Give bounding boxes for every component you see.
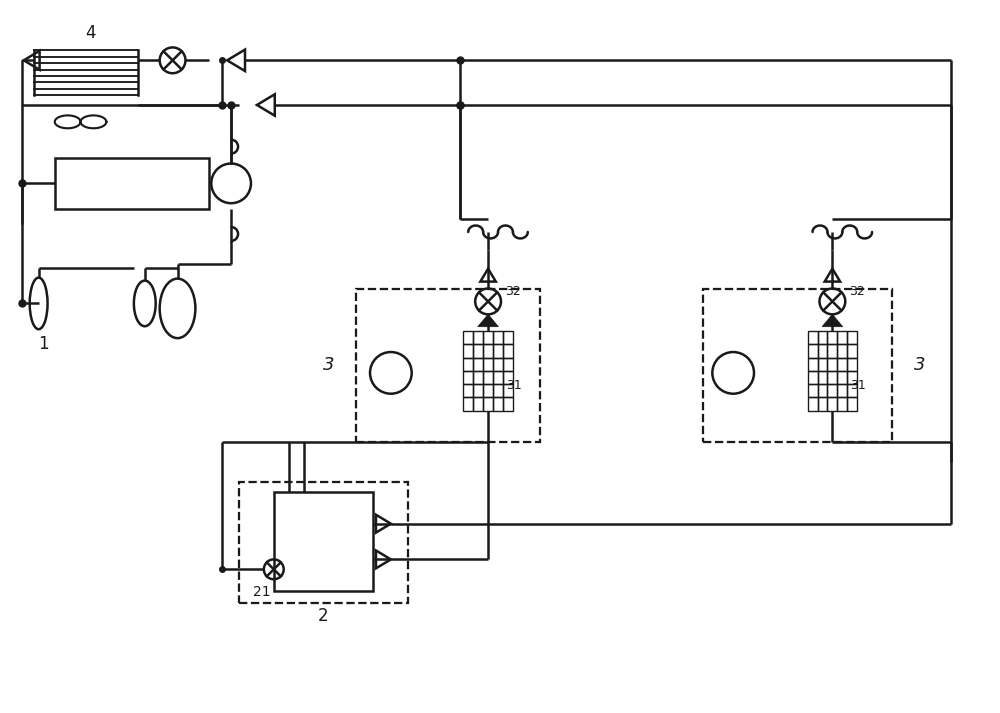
Bar — [837, 397, 847, 411]
Text: 32: 32 — [505, 285, 521, 299]
Bar — [827, 344, 837, 358]
Bar — [837, 358, 847, 371]
Bar — [493, 384, 503, 397]
Bar — [493, 397, 503, 411]
Bar — [503, 397, 513, 411]
Bar — [837, 344, 847, 358]
Bar — [827, 371, 837, 384]
Bar — [493, 344, 503, 358]
Bar — [473, 371, 483, 384]
Text: 31: 31 — [506, 379, 522, 391]
Bar — [473, 384, 483, 397]
Bar — [493, 332, 503, 344]
Bar — [463, 371, 473, 384]
Bar — [827, 384, 837, 397]
Bar — [463, 384, 473, 397]
Bar — [837, 371, 847, 384]
Polygon shape — [822, 314, 843, 327]
Bar — [463, 344, 473, 358]
Bar — [483, 371, 493, 384]
Bar — [463, 397, 473, 411]
Bar — [808, 384, 818, 397]
Bar — [503, 358, 513, 371]
Bar — [818, 358, 827, 371]
Bar — [827, 358, 837, 371]
Bar — [827, 397, 837, 411]
Bar — [837, 332, 847, 344]
Bar — [827, 332, 837, 344]
Text: 3: 3 — [914, 356, 925, 374]
Bar — [503, 371, 513, 384]
Bar — [837, 384, 847, 397]
Bar — [483, 397, 493, 411]
Bar — [818, 332, 827, 344]
Bar — [356, 289, 540, 442]
Bar — [808, 358, 818, 371]
Bar — [818, 344, 827, 358]
Polygon shape — [478, 314, 498, 327]
Bar — [818, 397, 827, 411]
Text: 31: 31 — [850, 379, 866, 391]
Bar — [463, 332, 473, 344]
Bar — [847, 371, 857, 384]
Bar — [847, 332, 857, 344]
Bar — [847, 397, 857, 411]
Text: 32: 32 — [849, 285, 865, 299]
Bar — [473, 397, 483, 411]
Text: 21: 21 — [253, 585, 271, 599]
Bar — [847, 358, 857, 371]
Text: 4: 4 — [86, 24, 96, 41]
Text: 2: 2 — [318, 607, 329, 625]
Bar — [463, 358, 473, 371]
Bar — [55, 158, 209, 209]
Bar — [503, 384, 513, 397]
Bar — [503, 332, 513, 344]
Bar — [847, 384, 857, 397]
Bar — [808, 344, 818, 358]
Bar — [808, 371, 818, 384]
Bar — [703, 289, 892, 442]
Bar — [808, 332, 818, 344]
Bar — [274, 492, 373, 591]
Bar — [483, 332, 493, 344]
Bar — [847, 344, 857, 358]
Bar — [239, 482, 408, 603]
Bar — [473, 344, 483, 358]
Bar — [483, 384, 493, 397]
Text: 3: 3 — [323, 356, 334, 374]
Bar — [503, 344, 513, 358]
Bar — [473, 332, 483, 344]
Bar — [808, 397, 818, 411]
Text: 1: 1 — [38, 335, 49, 353]
Bar — [483, 358, 493, 371]
Bar — [493, 371, 503, 384]
Bar — [818, 384, 827, 397]
Bar — [818, 371, 827, 384]
Bar — [493, 358, 503, 371]
Bar — [483, 344, 493, 358]
Bar — [473, 358, 483, 371]
